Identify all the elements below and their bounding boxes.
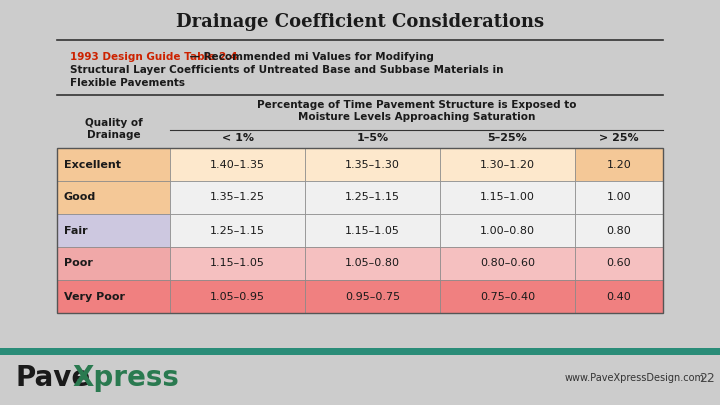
Bar bbox=[57, 148, 663, 313]
Text: > 25%: > 25% bbox=[599, 133, 639, 143]
Bar bbox=[57, 181, 170, 214]
Bar bbox=[575, 181, 663, 214]
Text: 0.60: 0.60 bbox=[607, 258, 631, 269]
Bar bbox=[305, 148, 440, 181]
Bar bbox=[575, 148, 663, 181]
Text: 1.15–1.05: 1.15–1.05 bbox=[210, 258, 265, 269]
Bar bbox=[57, 214, 170, 247]
Text: 1.35–1.30: 1.35–1.30 bbox=[345, 160, 400, 170]
Text: 0.40: 0.40 bbox=[607, 292, 631, 301]
Text: < 1%: < 1% bbox=[222, 133, 253, 143]
Text: 1.00–0.80: 1.00–0.80 bbox=[480, 226, 535, 235]
Bar bbox=[440, 214, 575, 247]
Bar bbox=[305, 181, 440, 214]
Bar bbox=[440, 181, 575, 214]
Text: Quality of
Drainage: Quality of Drainage bbox=[85, 118, 143, 140]
Text: Structural Layer Coefficients of Untreated Base and Subbase Materials in: Structural Layer Coefficients of Untreat… bbox=[70, 65, 503, 75]
Bar bbox=[305, 214, 440, 247]
Text: 1993 Design Guide Table 2.4: 1993 Design Guide Table 2.4 bbox=[70, 52, 238, 62]
Bar bbox=[57, 280, 170, 313]
Text: Poor: Poor bbox=[64, 258, 93, 269]
Bar bbox=[170, 214, 305, 247]
Text: Very Poor: Very Poor bbox=[64, 292, 125, 301]
Bar bbox=[0, 348, 720, 355]
Text: 0.80: 0.80 bbox=[607, 226, 631, 235]
Text: 1.25–1.15: 1.25–1.15 bbox=[345, 192, 400, 202]
Text: — Recommended mi Values for Modifying: — Recommended mi Values for Modifying bbox=[186, 52, 434, 62]
Text: Flexible Pavements: Flexible Pavements bbox=[70, 78, 185, 88]
Text: Good: Good bbox=[64, 192, 96, 202]
Bar bbox=[57, 148, 170, 181]
Text: 0.95–0.75: 0.95–0.75 bbox=[345, 292, 400, 301]
Text: Percentage of Time Pavement Structure is Exposed to
Moisture Levels Approaching : Percentage of Time Pavement Structure is… bbox=[257, 100, 576, 122]
Text: 1.20: 1.20 bbox=[607, 160, 631, 170]
Bar bbox=[170, 148, 305, 181]
Text: 1.05–0.95: 1.05–0.95 bbox=[210, 292, 265, 301]
Text: 0.75–0.40: 0.75–0.40 bbox=[480, 292, 535, 301]
Text: Pave: Pave bbox=[16, 364, 91, 392]
Text: Drainage Coefficient Considerations: Drainage Coefficient Considerations bbox=[176, 13, 544, 31]
Bar bbox=[575, 214, 663, 247]
Text: 1.15–1.00: 1.15–1.00 bbox=[480, 192, 535, 202]
Text: 1.25–1.15: 1.25–1.15 bbox=[210, 226, 265, 235]
Text: 5–25%: 5–25% bbox=[487, 133, 527, 143]
Bar bbox=[305, 247, 440, 280]
Text: 1.30–1.20: 1.30–1.20 bbox=[480, 160, 535, 170]
Text: 1.40–1.35: 1.40–1.35 bbox=[210, 160, 265, 170]
Bar bbox=[170, 247, 305, 280]
Text: 1.05–0.80: 1.05–0.80 bbox=[345, 258, 400, 269]
Bar bbox=[305, 280, 440, 313]
Text: 0.80–0.60: 0.80–0.60 bbox=[480, 258, 535, 269]
Bar bbox=[170, 181, 305, 214]
Text: 1.35–1.25: 1.35–1.25 bbox=[210, 192, 265, 202]
Bar bbox=[440, 148, 575, 181]
Bar bbox=[57, 247, 170, 280]
Text: 22: 22 bbox=[699, 371, 715, 384]
Text: Xpress: Xpress bbox=[72, 364, 179, 392]
Bar bbox=[575, 247, 663, 280]
Text: 1.15–1.05: 1.15–1.05 bbox=[345, 226, 400, 235]
Bar bbox=[440, 247, 575, 280]
Text: Fair: Fair bbox=[64, 226, 88, 235]
Bar bbox=[170, 280, 305, 313]
Text: 1.00: 1.00 bbox=[607, 192, 631, 202]
Text: 1–5%: 1–5% bbox=[356, 133, 389, 143]
Text: www.PaveXpressDesign.com: www.PaveXpressDesign.com bbox=[565, 373, 705, 383]
Text: Excellent: Excellent bbox=[64, 160, 121, 170]
Bar bbox=[440, 280, 575, 313]
Bar bbox=[575, 280, 663, 313]
